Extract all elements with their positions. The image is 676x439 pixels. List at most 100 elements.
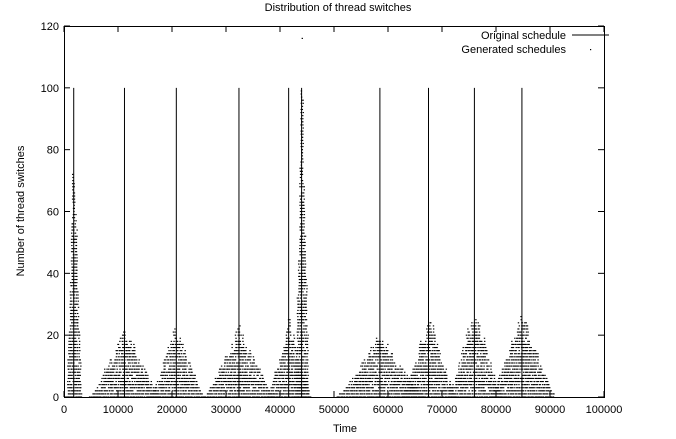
generated-schedule-point — [301, 300, 304, 302]
generated-schedule-point — [135, 356, 137, 358]
generated-schedule-point — [403, 380, 405, 383]
generated-schedule-point — [304, 309, 307, 311]
generated-schedule-point — [502, 384, 504, 386]
generated-schedule-point — [291, 390, 294, 392]
generated-schedule-point — [139, 390, 141, 392]
generated-schedule-point — [305, 390, 307, 392]
generated-schedule-point — [382, 393, 385, 395]
generated-schedule-point — [364, 371, 367, 373]
generated-schedule-point — [143, 387, 145, 389]
generated-schedule-point — [146, 387, 149, 389]
generated-schedule-point — [399, 387, 401, 389]
generated-schedule-point — [295, 374, 297, 376]
generated-schedule-point — [100, 393, 103, 395]
generated-schedule-point — [440, 390, 442, 392]
generated-schedule-point — [287, 331, 289, 333]
generated-schedule-point — [74, 235, 77, 237]
generated-schedule-point — [282, 380, 284, 383]
generated-schedule-point — [439, 380, 441, 383]
generated-schedule-point — [257, 393, 259, 395]
generated-schedule-point — [299, 291, 301, 293]
generated-schedule-point — [175, 368, 178, 370]
generated-schedule-point — [70, 232, 73, 234]
generated-schedule-point — [300, 217, 303, 219]
generated-schedule-point — [228, 384, 231, 386]
generated-schedule-point — [530, 350, 532, 352]
generated-schedule-point — [522, 377, 525, 379]
generated-schedule-point — [175, 374, 178, 376]
generated-schedule-point — [104, 390, 106, 392]
generated-schedule-point — [485, 346, 487, 349]
generated-schedule-point — [424, 387, 426, 389]
generated-schedule-point — [372, 365, 374, 367]
generated-schedule-point — [170, 359, 172, 361]
generated-schedule-point — [414, 365, 416, 367]
generated-schedule-point — [125, 374, 127, 376]
generated-schedule-point — [512, 359, 515, 361]
generated-schedule-point — [418, 356, 421, 358]
generated-schedule-point — [139, 384, 141, 386]
generated-schedule-point — [287, 343, 289, 345]
generated-schedule-point — [126, 359, 129, 361]
generated-schedule-point — [307, 374, 309, 376]
generated-schedule-point — [124, 353, 126, 355]
generated-schedule-point — [388, 393, 391, 395]
generated-schedule-point — [415, 365, 417, 367]
generated-schedule-point — [120, 356, 123, 358]
generated-schedule-point — [130, 390, 133, 392]
generated-schedule-point — [423, 384, 426, 386]
generated-schedule-point — [415, 387, 417, 389]
generated-schedule-point — [128, 384, 130, 386]
generated-schedule-point — [275, 374, 277, 376]
generated-schedule-point — [385, 346, 388, 349]
generated-schedule-point — [284, 393, 286, 395]
generated-schedule-point — [180, 343, 183, 345]
generated-schedule-point — [216, 387, 219, 389]
generated-schedule-point — [304, 269, 306, 271]
generated-schedule-point — [537, 353, 539, 355]
generated-schedule-point — [473, 393, 476, 395]
generated-schedule-point — [515, 377, 518, 379]
generated-schedule-point — [465, 368, 468, 370]
generated-schedule-point — [184, 362, 186, 364]
generated-schedule-point — [431, 356, 433, 358]
generated-schedule-point — [371, 356, 374, 358]
generated-schedule-point — [530, 390, 532, 392]
generated-schedule-point — [427, 371, 429, 373]
generated-schedule-point — [473, 390, 476, 392]
generated-schedule-point — [442, 380, 445, 383]
generated-schedule-point — [392, 365, 394, 367]
generated-schedule-point — [352, 393, 354, 395]
generated-schedule-point — [431, 362, 434, 364]
generated-schedule-point — [303, 189, 306, 191]
generated-schedule-point — [299, 260, 301, 262]
generated-schedule-point — [351, 387, 354, 389]
generated-schedule-point — [101, 393, 104, 395]
generated-schedule-point — [356, 384, 358, 386]
generated-schedule-point — [378, 374, 381, 376]
generated-schedule-point — [302, 263, 304, 265]
generated-schedule-point — [368, 368, 370, 370]
generated-schedule-point — [497, 390, 499, 392]
generated-schedule-point — [426, 380, 428, 383]
generated-schedule-point — [282, 362, 284, 364]
generated-schedule-point — [399, 368, 401, 370]
generated-schedule-point — [71, 226, 74, 228]
generated-schedule-point — [473, 377, 475, 379]
generated-schedule-point — [242, 368, 244, 370]
generated-schedule-point — [356, 374, 359, 376]
generated-schedule-point — [384, 387, 386, 389]
generated-schedule-point — [178, 362, 180, 364]
generated-schedule-point — [374, 350, 376, 352]
generated-schedule-point — [356, 380, 358, 383]
generated-schedule-point — [74, 374, 77, 376]
generated-schedule-point — [475, 334, 477, 336]
generated-schedule-point — [481, 377, 483, 379]
generated-schedule-point — [251, 377, 253, 379]
generated-schedule-point — [390, 390, 393, 392]
generated-schedule-point — [536, 393, 539, 395]
generated-schedule-point — [303, 198, 305, 200]
generated-schedule-point — [67, 380, 69, 383]
generated-schedule-point — [72, 371, 75, 373]
generated-schedule-point — [170, 371, 173, 373]
